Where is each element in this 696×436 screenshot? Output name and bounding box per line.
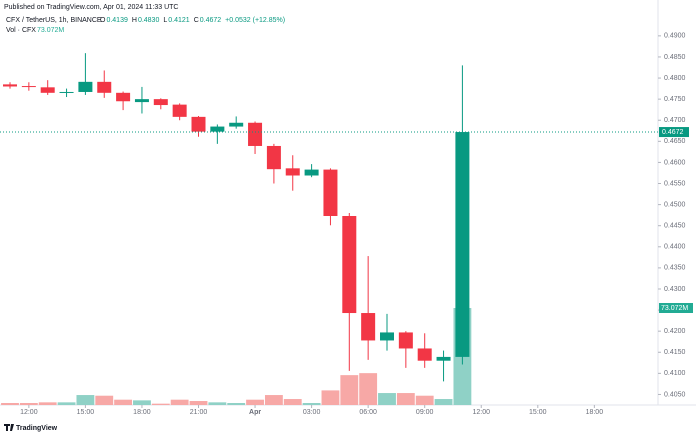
- volume-bar: [302, 403, 321, 405]
- x-tick-label: 15:00: [77, 409, 95, 416]
- y-tick-label: 0.4350: [664, 265, 686, 272]
- y-tick-label: 0.4100: [664, 370, 686, 377]
- candle-body: [417, 348, 432, 361]
- last-price-label: 0.4672: [662, 129, 684, 136]
- y-tick-label: 0.4650: [664, 138, 686, 145]
- volume-bar: [1, 403, 19, 405]
- y-tick-label: 0.4050: [664, 391, 686, 398]
- ohlc-change: +0.0532 (+12.85%): [225, 17, 285, 24]
- symbol: CFX / TetherUS, 1h, BINANCE: [6, 17, 102, 24]
- y-tick-label: 0.4150: [664, 349, 686, 356]
- y-tick-label: 0.4500: [664, 201, 686, 208]
- candle-body: [210, 126, 225, 132]
- y-tick-label: 0.4550: [664, 180, 686, 187]
- volume-bar: [396, 393, 415, 405]
- y-tick-label: 0.4200: [664, 328, 686, 335]
- y-tick-label: 0.4450: [664, 223, 686, 230]
- candle-body: [78, 81, 93, 92]
- x-tick-label: 21:00: [190, 409, 208, 416]
- y-tick-label: 0.4700: [664, 117, 686, 124]
- candle-body: [436, 356, 451, 361]
- footer-brand: TradingView: [16, 425, 58, 432]
- volume-tag-label: 73.072M: [661, 305, 688, 312]
- candle-body: [3, 84, 17, 87]
- candle-body: [455, 132, 470, 357]
- y-tick-label: 0.4400: [664, 244, 686, 251]
- candle-body: [266, 145, 281, 170]
- volume-bar: [321, 390, 340, 405]
- x-tick-label: 12:00: [20, 409, 38, 416]
- volume-bar: [378, 393, 396, 405]
- ohlc-value: 0.4672: [200, 17, 222, 24]
- ohlc-value: 0.4121: [168, 17, 190, 24]
- candle-body: [191, 116, 206, 132]
- y-tick-label: 0.4800: [664, 75, 686, 82]
- volume-bar: [434, 399, 453, 405]
- volume-bar: [415, 395, 434, 405]
- volume-bar: [38, 402, 57, 405]
- ohlc-key: L: [163, 17, 167, 24]
- x-tick-label: 03:00: [303, 409, 321, 416]
- candle-body: [116, 92, 131, 102]
- x-tick-label: 06:00: [359, 409, 377, 416]
- y-tick-label: 0.4850: [664, 54, 686, 61]
- volume-bar: [170, 399, 189, 405]
- ohlc-value: 0.4830: [138, 17, 160, 24]
- candle-body: [361, 313, 376, 341]
- x-tick-label: 15:00: [529, 409, 547, 416]
- volume-bar: [151, 403, 170, 405]
- candle-body: [134, 99, 149, 103]
- x-tick-label: Apr: [249, 409, 261, 416]
- x-tick-label: 18:00: [586, 409, 604, 416]
- volume-bar: [246, 399, 264, 405]
- candle-body: [304, 169, 319, 176]
- ohlc-key: O: [100, 17, 106, 24]
- y-tick-label: 0.4600: [664, 159, 686, 166]
- candle-body: [59, 91, 74, 93]
- volume-bar: [189, 401, 208, 405]
- x-tick-label: 18:00: [133, 409, 151, 416]
- x-tick-label: 09:00: [416, 409, 434, 416]
- candle-body: [172, 104, 187, 117]
- volume-bar: [264, 395, 283, 405]
- ohlc-legend: O 0.4139 H 0.4830 L 0.4121 C 0.4672 +0.0532 (+12…: [100, 17, 285, 24]
- volume-bar: [283, 399, 302, 405]
- x-tick-label: 12:00: [472, 409, 490, 416]
- candle-body: [21, 86, 36, 88]
- candle-body: [285, 168, 300, 176]
- candle-body: [380, 332, 394, 341]
- ohlc-key: C: [194, 17, 199, 24]
- volume-bar: [57, 402, 76, 405]
- volume-title: Vol · CFX: [6, 27, 36, 34]
- ohlc-key: H: [132, 17, 137, 24]
- y-tick-label: 0.4300: [664, 286, 686, 293]
- last-price-tag: [659, 127, 689, 138]
- candle-body: [248, 122, 263, 146]
- volume-bar: [19, 403, 38, 405]
- volume-bar: [76, 395, 95, 405]
- volume-value: 73.072M: [37, 27, 64, 34]
- volume-bar: [359, 373, 378, 405]
- ohlc-value: 0.4139: [106, 17, 128, 24]
- candle-body: [97, 81, 112, 93]
- candle-body: [342, 216, 357, 314]
- candle-body: [40, 87, 55, 93]
- candle-body: [398, 332, 413, 349]
- volume-bar: [95, 395, 114, 405]
- y-tick-label: 0.4900: [664, 33, 686, 40]
- volume-bar: [133, 400, 151, 405]
- candle-body: [153, 99, 168, 106]
- footer-logo: [4, 424, 14, 431]
- volume-bar: [114, 399, 133, 405]
- volume-bar: [227, 403, 246, 405]
- candle-body: [229, 122, 244, 127]
- published-note: Published on TradingView.com, Apr 01, 20…: [4, 4, 178, 11]
- volume-tag: [659, 303, 693, 313]
- candle-body: [323, 169, 338, 216]
- volume-bar: [340, 375, 359, 405]
- y-tick-label: 0.4750: [664, 96, 686, 103]
- volume-bar: [208, 402, 227, 405]
